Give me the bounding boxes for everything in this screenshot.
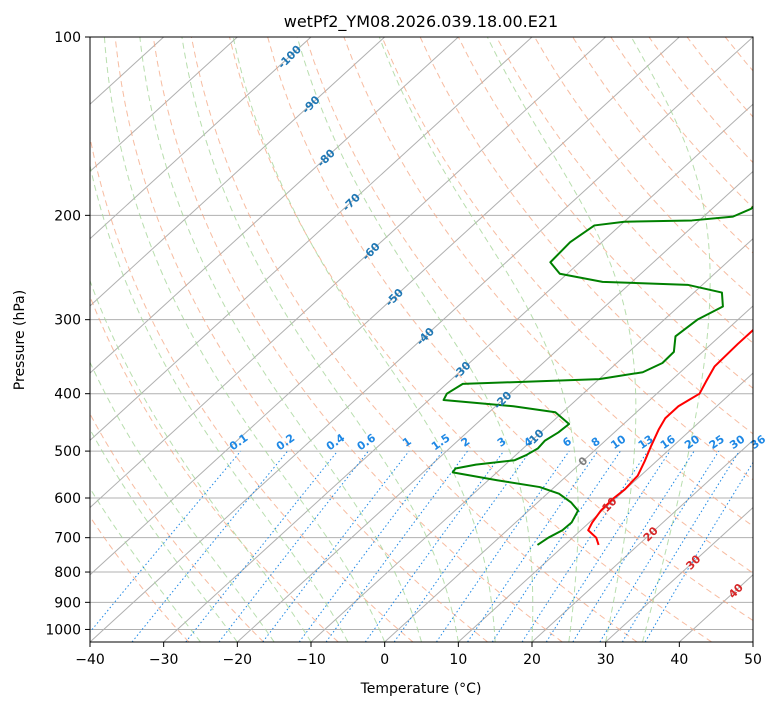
isotherm-line [90, 37, 386, 307]
mixing-ratio-line [545, 450, 671, 642]
moist-adiabat-line [232, 37, 496, 642]
moist-adiabat-line [296, 37, 534, 642]
dry-adiabat-line [343, 37, 753, 527]
moist-adiabat-line [630, 37, 711, 642]
x-tick-label: 0 [380, 652, 389, 668]
x-tick-label: −10 [296, 652, 326, 668]
x-tick-label: −20 [223, 652, 253, 668]
y-tick-label: 700 [54, 531, 81, 547]
y-tick-label: 900 [54, 595, 81, 611]
dry-adiabat-line [114, 37, 488, 642]
x-tick-label: 30 [597, 652, 615, 668]
isotherm-line [90, 37, 459, 374]
x-tick-label: 10 [449, 652, 467, 668]
y-tick-label: 1000 [45, 622, 81, 638]
dry-adiabat-line [90, 134, 414, 642]
mixing-ratio-line [90, 450, 242, 633]
dewpoint-profile-line [442, 205, 753, 546]
isotherm-line [236, 170, 753, 642]
y-axis-label: Pressure (hPa) [12, 290, 28, 390]
isotherm-line [90, 37, 312, 240]
moist-adiabat-line [378, 37, 579, 642]
dry-adiabat-line [90, 412, 264, 642]
y-tick-label: 400 [54, 387, 81, 403]
mixing-ratio-line [185, 450, 338, 642]
dry-adiabat-line [305, 37, 753, 574]
y-tick-label: 600 [54, 491, 81, 507]
isotherm-line [531, 439, 753, 642]
chart-title: wetPf2_YM08.2026.039.18.00.E21 [284, 12, 558, 32]
profiles [442, 205, 753, 546]
isotherm-line [90, 37, 680, 576]
mixing-ratio-line [436, 450, 570, 642]
x-tick-label: 40 [670, 652, 688, 668]
background-lines [90, 37, 753, 642]
dry-adiabat-line [267, 37, 753, 622]
moist-adiabat-line [181, 37, 459, 642]
isotherm-line [90, 37, 533, 442]
dry-adiabat-line [90, 515, 190, 642]
moist-adiabat-line [139, 37, 422, 642]
mixing-ratio-line [621, 450, 740, 642]
dry-adiabat-line [419, 37, 753, 435]
mixing-ratio-line [491, 450, 621, 642]
y-tick-label: 500 [54, 444, 81, 460]
temperature-profile-line [587, 328, 753, 546]
mixing-ratio-line [572, 450, 695, 642]
y-tick-label: 800 [54, 565, 81, 581]
moist-adiabat-line [90, 361, 275, 642]
dry-adiabat-line [534, 37, 753, 299]
isotherm-line [384, 305, 753, 642]
y-tick-label: 300 [54, 313, 81, 329]
dry-adiabat-line [229, 37, 713, 642]
mixing-ratio-line [131, 450, 288, 642]
isotherm-line [90, 37, 607, 509]
isotherm-line [90, 37, 238, 173]
mixing-ratio-line [262, 450, 410, 642]
mixing-ratio-line [325, 450, 468, 642]
plot-frame [89, 36, 754, 643]
isotherm-line [310, 237, 753, 642]
x-tick-label: −40 [75, 652, 105, 668]
x-tick-label: 50 [744, 652, 762, 668]
mixing-ratio-line [467, 450, 599, 642]
moist-adiabat-line [90, 487, 201, 642]
dry-adiabat-line [190, 37, 638, 642]
x-axis: −40 −30 −20 −10 0 10 20 30 40 50 [75, 642, 762, 668]
dry-adiabat-line [152, 37, 563, 642]
dry-adiabat-line [457, 37, 753, 389]
moist-adiabat-line [103, 37, 386, 642]
mixing-ratio-line [393, 450, 531, 642]
moist-adiabat-line [90, 163, 349, 642]
dry-adiabat-line [495, 37, 753, 344]
y-tick-label: 100 [54, 30, 81, 46]
mixing-ratio-line [298, 450, 444, 642]
mixing-ratio-line [364, 450, 505, 642]
y-tick-label: 200 [54, 208, 81, 224]
isotherm-line [605, 506, 753, 642]
moist-adiabat-line [90, 428, 238, 642]
isotherm-line [163, 103, 753, 642]
x-tick-label: 20 [523, 652, 541, 668]
x-tick-label: −30 [149, 652, 179, 668]
y-axis: 100 200 300 400 500 600 700 800 900 1000 [45, 30, 90, 638]
dry-adiabat-line [381, 37, 753, 481]
isotherm-line [457, 372, 753, 642]
x-axis-label: Temperature (°C) [360, 681, 482, 697]
moist-adiabat-line [486, 37, 637, 642]
